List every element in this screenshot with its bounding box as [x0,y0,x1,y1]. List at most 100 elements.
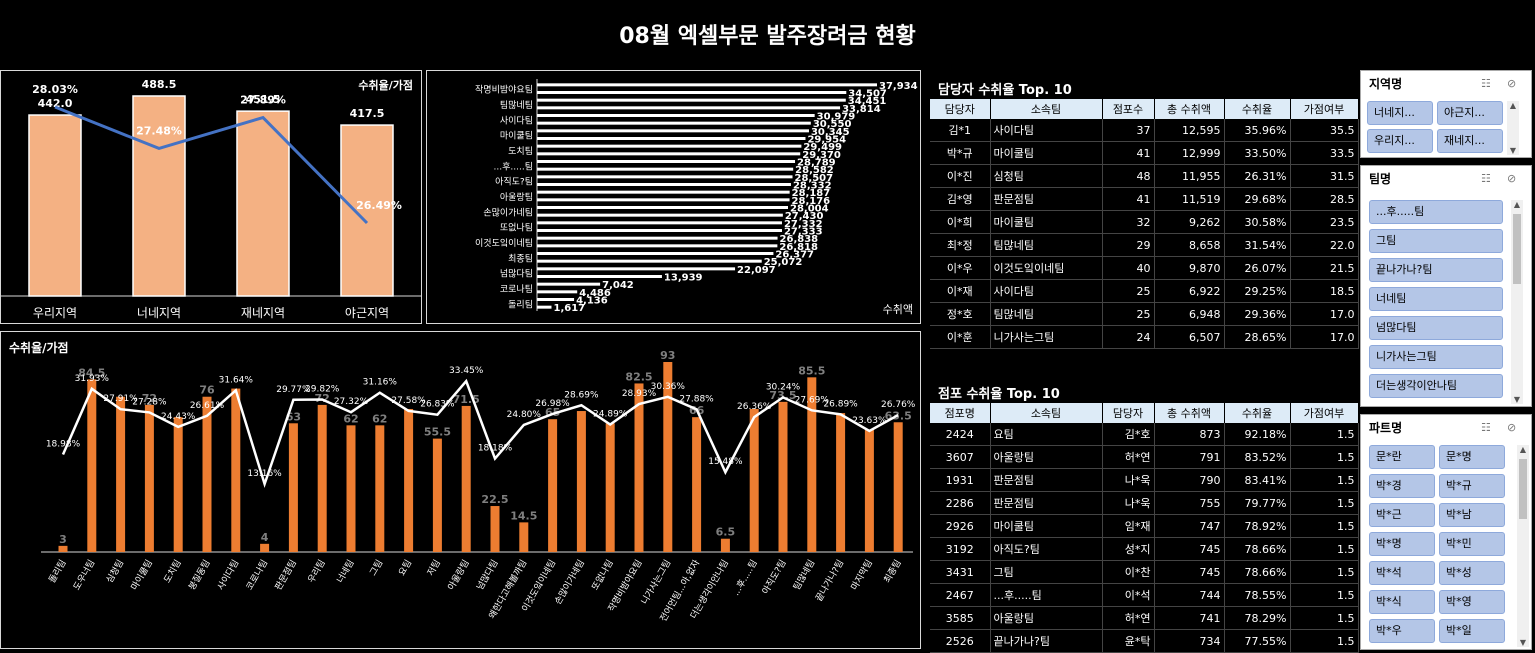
line-data-label: 27.48% [136,124,182,137]
scroll-down-icon[interactable]: ▼ [1519,638,1527,647]
table-cell: 31.5 [1290,164,1359,188]
multi-select-icon[interactable]: ☷ [1481,172,1491,185]
slicer-item[interactable]: 박*일 [1439,619,1505,643]
slicer-item[interactable]: 너네팀 [1369,287,1503,311]
region-chart-panel[interactable]: 수취율/가점 442.0 우리지역 488.5 너네지역 451.5 재네지역 417.5 야근… [0,70,422,324]
slicer-item[interactable]: ...후.....팀 [1369,200,1503,224]
bar-data-label: 26,818 [779,242,818,253]
store-top10-table: 점포명 소속팀 담당자 총 수취액 수취율 가점여부 2424 요팀 김*호 873 92.18%… [930,403,1359,653]
bar [288,423,298,552]
scroll-up-icon[interactable]: ▲ [1513,200,1521,209]
scroll-thumb[interactable] [1513,214,1521,284]
slicer-item[interactable]: 그팀 [1369,229,1503,253]
slicer-item[interactable]: 박*민 [1439,532,1505,556]
bar [432,438,442,552]
table-cell: 팀많네팀 [990,233,1103,257]
slicer-item[interactable]: 박*남 [1439,503,1505,527]
bar [537,91,847,94]
slicer-item[interactable]: 너네지... [1367,101,1433,125]
table-cell: 1.5 [1290,560,1359,584]
multi-select-icon[interactable]: ☷ [1481,421,1491,434]
table-cell: 마이쿨팀 [990,141,1103,165]
line-data-label: 30.24% [766,382,801,392]
bar-data-label: 3 [59,533,67,546]
multi-select-icon[interactable]: ☷ [1481,77,1491,90]
scroll-down-icon[interactable]: ▼ [1513,395,1521,404]
team-amount-chart-panel[interactable]: 37,934 34,507 34,451 33,814 30,979 30,550 30,3… [426,70,921,324]
bar [537,252,774,255]
table-cell: 2467 [930,583,991,607]
bar-data-label: 22.5 [481,493,508,506]
slicer-scrollbar[interactable]: ▲ ▼ [1517,445,1529,647]
clear-filter-icon[interactable]: ⊘ [1507,421,1517,434]
rate-line [61,378,899,489]
bar-data-label: 4,136 [576,296,608,307]
slicer-item[interactable]: 박*석 [1369,561,1435,585]
table-cell: 18.5 [1290,279,1359,303]
line-data-label: 18.18% [478,444,513,454]
table-cell: 791 [1154,445,1225,469]
table-cell: 78.66% [1224,560,1291,584]
category-label: 재네지역 [241,306,285,320]
slicer-header: 파트명 ☷ ⊘ [1361,415,1531,441]
slicer-item[interactable]: 문*란 [1369,445,1435,469]
table-cell: 1.5 [1290,491,1359,515]
slicer-item[interactable]: 문*명 [1439,445,1505,469]
slicer-item[interactable]: 박*경 [1369,474,1435,498]
category-label: 이것도잌이네팀 [475,237,533,249]
table-cell: 심청팀 [990,164,1103,188]
column-header: 점포명 [930,403,991,423]
slicer-scrollbar[interactable]: ▲ ▼ [1511,200,1523,404]
table-cell: 3607 [930,445,991,469]
table-cell: 28.5 [1290,187,1359,211]
clear-filter-icon[interactable]: ⊘ [1507,77,1517,90]
clear-filter-icon[interactable]: ⊘ [1507,172,1517,185]
line-data-label: 26.36% [737,402,772,412]
slicer-item[interactable]: 우리지... [1367,129,1433,153]
bar-data-label: 30,550 [813,119,852,130]
slicer-item[interactable]: 박*명 [1369,532,1435,556]
slicer-item[interactable]: 박*식 [1369,590,1435,614]
bar-data-label: 27,430 [785,211,824,222]
slicer-scrollbar[interactable]: ▲ ▼ [1507,101,1519,155]
region-slicer[interactable]: 지역명 ☷ ⊘ 너네지... 야근지... 우리지... 재네지... ▲ ▼ [1360,70,1532,158]
line-data-label: 27.69% [795,395,830,405]
table-cell: 박*규 [930,141,991,165]
bar [537,198,790,202]
slicer-item[interactable]: 재네지... [1437,129,1503,153]
bar [537,267,736,271]
scroll-up-icon[interactable]: ▲ [1509,101,1517,110]
bar-data-label: 27,332 [784,219,823,230]
line-data-label: 27.91% [103,394,138,404]
slicer-item[interactable]: 끝나가나?팀 [1369,258,1503,282]
slicer-item[interactable]: 넘많다팀 [1369,316,1503,340]
table-row: 3431 그팀 이*찬 745 78.66% 1.5 [930,560,1359,584]
slicer-item[interactable]: 박*영 [1439,590,1505,614]
scroll-thumb[interactable] [1519,459,1527,519]
table-cell: 29.68% [1224,187,1291,211]
slicer-item[interactable]: 야근지... [1437,101,1503,125]
slicer-item[interactable]: 니가사는그팀 [1369,345,1503,369]
bar-data-label: 93 [660,349,675,362]
table-cell: 사이다팀 [990,119,1103,142]
category-label: 판문점팀 [272,558,299,593]
scroll-down-icon[interactable]: ▼ [1509,146,1517,155]
slicer-item[interactable]: 박*성 [1439,561,1505,585]
team-slicer[interactable]: 팀명 ☷ ⊘ ...후.....팀 그팀 끝나가나?팀 너네팀 넘많다팀 니가사는그팀 더는… [1360,165,1532,407]
category-label: ...후.....팀 [494,160,533,172]
table-cell: 이*석 [1102,583,1155,607]
scroll-up-icon[interactable]: ▲ [1519,445,1527,454]
bar-data-label: 13,939 [664,273,703,284]
bar-data-label: 72 [142,392,157,405]
team-rate-chart-panel[interactable]: 수취율/가점 3 돌리팀 84.5 도우너팀 심청팀 72 마이쿨팀 도치팀 76 붕질동팀 사이다팀… [0,331,921,649]
table-row: 2467 ...후.....팀 이*석 744 78.55% 1.5 [930,583,1359,607]
part-slicer[interactable]: 파트명 ☷ ⊘ 문*란 문*명 박*경 박*규 박*근 박*남 박*명 박*민 박*석 박*성 박*… [1360,414,1532,650]
slicer-item[interactable]: 박*근 [1369,503,1435,527]
category-label: 또없나팀 [500,222,533,234]
bar [144,404,154,552]
bar [537,305,552,309]
column-header: 수취율 [1224,403,1291,423]
slicer-item[interactable]: 더는생각이안나팀 [1369,374,1503,398]
slicer-item[interactable]: 박*우 [1369,619,1435,643]
slicer-item[interactable]: 박*규 [1439,474,1505,498]
